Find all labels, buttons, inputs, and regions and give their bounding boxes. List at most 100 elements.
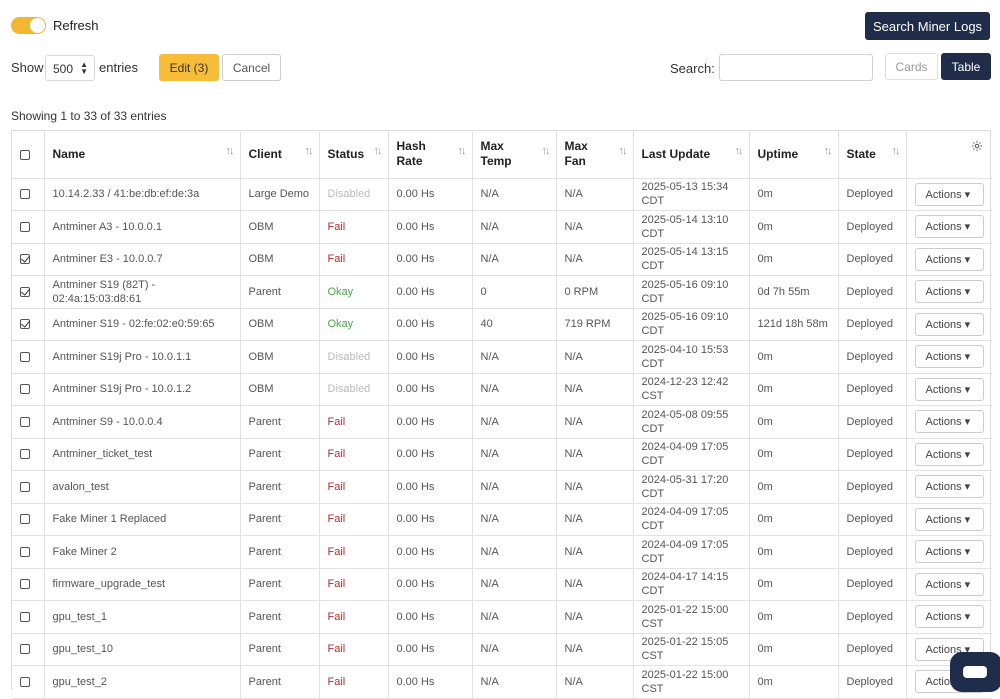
sort-icon[interactable]: ↑↓ [823,145,833,157]
max-fan: 719 RPM [556,308,634,341]
status: Fail [319,243,389,276]
column-header-last-update[interactable]: Last Update ↑↓ [633,131,750,179]
miner-name: avalon_test [44,470,241,504]
actions-label: Actions [925,643,962,656]
column-header-status[interactable]: Status ↑↓ [319,131,389,179]
row-select-cell[interactable] [12,405,45,439]
select-all-cell[interactable] [12,131,45,179]
column-header-hash-rate[interactable]: Hash Rate ↑↓ [388,131,473,179]
row-select-cell[interactable] [12,308,45,341]
select-all-checkbox[interactable] [20,149,30,160]
state: Deployed [838,178,907,211]
actions-dropdown-button[interactable]: Actions ▾ [914,215,984,239]
row-checkbox[interactable] [20,351,30,362]
row-checkbox[interactable] [20,644,30,655]
actions-dropdown-button[interactable]: Actions ▾ [914,312,984,336]
actions-dropdown-button[interactable]: Actions ▾ [914,442,984,466]
column-header-max-temp[interactable]: Max Temp ↑↓ [472,131,557,179]
actions-dropdown-button[interactable]: Actions ▾ [914,377,984,401]
max-fan: N/A [556,210,634,244]
sort-icon[interactable]: ↑↓ [734,145,744,157]
state: Deployed [838,665,907,699]
column-header-state[interactable]: State ↑↓ [838,131,907,179]
table-view-button[interactable]: Table [941,53,991,80]
column-header-max-fan[interactable]: Max Fan ↑↓ [556,131,634,179]
actions-dropdown-button[interactable]: Actions ▾ [914,182,984,206]
toggle-knob [30,18,45,33]
row-select-cell[interactable] [12,633,45,666]
search-miner-logs-button[interactable]: Search Miner Logs [865,12,990,40]
search-input[interactable] [719,54,873,81]
column-header-uptime[interactable]: Uptime ↑↓ [749,131,839,179]
chat-widget-button[interactable] [950,652,1000,692]
sort-icon[interactable]: ↑↓ [457,145,467,157]
row-select-cell[interactable] [12,373,45,406]
sort-icon[interactable]: ↑↓ [541,145,551,157]
row-select-cell[interactable] [12,178,45,211]
row-checkbox[interactable] [20,286,30,297]
row-select-cell[interactable] [12,535,45,569]
max-temp: N/A [472,568,557,601]
row-checkbox[interactable] [20,546,30,557]
row-select-cell[interactable] [12,340,45,374]
actions-dropdown-button[interactable]: Actions ▾ [914,475,984,499]
sort-icon[interactable]: ↑↓ [304,145,314,157]
row-checkbox[interactable] [20,319,30,330]
row-select-cell[interactable] [12,665,45,699]
row-select-cell[interactable] [12,275,45,309]
client: OBM [240,308,320,341]
entries-per-page-select[interactable]: 500 ▲ ▼ [45,55,95,81]
row-checkbox[interactable] [20,221,30,232]
row-checkbox[interactable] [20,416,30,427]
actions-dropdown-button[interactable]: Actions ▾ [914,280,984,304]
cards-view-button[interactable]: Cards [885,53,938,80]
gear-icon[interactable] [971,140,983,152]
last-update: 2025-05-16 09:10 CDT [633,275,750,309]
client: Parent [240,438,320,471]
show-label: Show [11,60,44,75]
row-select-cell[interactable] [12,243,45,276]
sort-icon[interactable]: ↑↓ [373,145,383,157]
actions-label: Actions [925,448,962,461]
actions-cell: Actions ▾ [906,405,992,439]
row-select-cell[interactable] [12,568,45,601]
actions-dropdown-button[interactable]: Actions ▾ [914,605,984,629]
actions-dropdown-button[interactable]: Actions ▾ [914,410,984,434]
actions-cell: Actions ▾ [906,535,992,569]
actions-cell: Actions ▾ [906,275,992,309]
row-checkbox[interactable] [20,514,30,525]
actions-dropdown-button[interactable]: Actions ▾ [914,572,984,596]
cancel-button[interactable]: Cancel [222,54,281,81]
row-select-cell[interactable] [12,600,45,634]
row-checkbox[interactable] [20,481,30,492]
sort-icon[interactable]: ↑↓ [225,145,235,157]
row-checkbox[interactable] [20,611,30,622]
max-temp: N/A [472,243,557,276]
row-select-cell[interactable] [12,438,45,471]
max-temp: N/A [472,633,557,666]
row-checkbox[interactable] [20,189,30,200]
hash-rate: 0.00 Hs [388,600,473,634]
actions-dropdown-button[interactable]: Actions ▾ [914,540,984,564]
row-checkbox[interactable] [20,254,30,265]
max-fan: N/A [556,438,634,471]
actions-dropdown-button[interactable]: Actions ▾ [914,507,984,531]
row-checkbox[interactable] [20,449,30,460]
row-select-cell[interactable] [12,503,45,536]
sort-icon[interactable]: ↑↓ [618,145,628,157]
state: Deployed [838,600,907,634]
edit-button[interactable]: Edit (3) [159,54,219,81]
row-select-cell[interactable] [12,470,45,504]
column-header-client[interactable]: Client ↑↓ [240,131,320,179]
row-checkbox[interactable] [20,676,30,687]
refresh-toggle[interactable] [11,17,46,34]
column-header-name[interactable]: Name ↑↓ [44,131,241,179]
actions-dropdown-button[interactable]: Actions ▾ [914,345,984,369]
miner-name: Antminer S9 - 10.0.0.4 [44,405,241,439]
actions-dropdown-button[interactable]: Actions ▾ [914,247,984,271]
row-checkbox[interactable] [20,384,30,395]
row-checkbox[interactable] [20,579,30,590]
row-select-cell[interactable] [12,210,45,244]
hash-rate: 0.00 Hs [388,633,473,666]
sort-icon[interactable]: ↑↓ [891,145,901,157]
